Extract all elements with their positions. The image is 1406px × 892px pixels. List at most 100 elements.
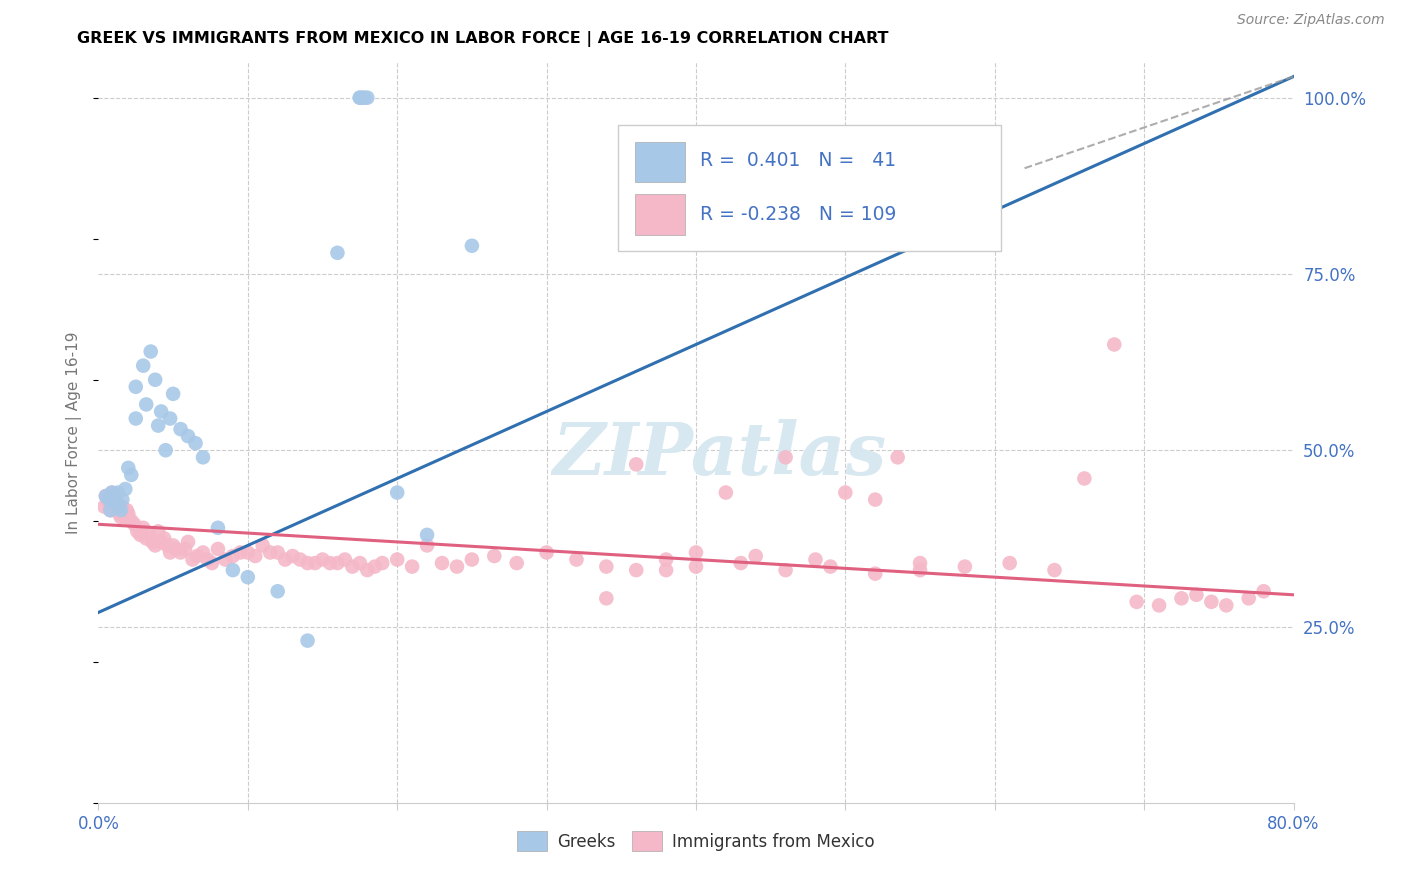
Point bbox=[364, 559, 387, 574]
Point bbox=[162, 387, 184, 401]
Point bbox=[135, 532, 157, 546]
Point bbox=[595, 559, 617, 574]
Point bbox=[626, 563, 648, 577]
FancyBboxPatch shape bbox=[619, 126, 1001, 252]
Point bbox=[267, 545, 290, 559]
Point bbox=[274, 552, 297, 566]
Point bbox=[326, 556, 349, 570]
Point bbox=[401, 559, 423, 574]
Point bbox=[141, 535, 163, 549]
Point bbox=[297, 633, 319, 648]
Point bbox=[536, 545, 558, 559]
Point bbox=[349, 91, 371, 105]
Point bbox=[104, 492, 127, 507]
Point bbox=[371, 556, 394, 570]
Point bbox=[356, 91, 378, 105]
Point bbox=[138, 528, 160, 542]
Point bbox=[104, 492, 127, 507]
Point bbox=[105, 496, 128, 510]
Point bbox=[352, 91, 374, 105]
Point bbox=[156, 538, 179, 552]
Point bbox=[288, 552, 311, 566]
Point bbox=[1147, 599, 1170, 613]
Point bbox=[820, 559, 842, 574]
Point bbox=[236, 545, 259, 559]
Point bbox=[177, 535, 200, 549]
Point bbox=[148, 524, 170, 539]
Point bbox=[177, 429, 200, 443]
Point bbox=[94, 489, 117, 503]
Point bbox=[385, 552, 409, 566]
Point bbox=[1253, 584, 1275, 599]
Point bbox=[139, 344, 162, 359]
Point bbox=[165, 541, 187, 556]
Point bbox=[108, 500, 131, 514]
Point bbox=[953, 559, 976, 574]
Point bbox=[125, 411, 148, 425]
Point bbox=[197, 552, 219, 566]
Point bbox=[94, 489, 117, 503]
Point bbox=[207, 541, 229, 556]
Point bbox=[107, 503, 129, 517]
Point bbox=[159, 545, 181, 559]
Point bbox=[446, 559, 468, 574]
Point bbox=[267, 584, 290, 599]
Point bbox=[236, 570, 259, 584]
Point bbox=[655, 552, 678, 566]
Point bbox=[745, 549, 768, 563]
Point bbox=[132, 521, 155, 535]
Point bbox=[181, 552, 204, 566]
Point bbox=[865, 492, 887, 507]
Text: R =  0.401   N =   41: R = 0.401 N = 41 bbox=[700, 152, 896, 170]
Point bbox=[107, 485, 129, 500]
Y-axis label: In Labor Force | Age 16-19: In Labor Force | Age 16-19 bbox=[66, 331, 83, 534]
Point bbox=[108, 507, 131, 521]
Point bbox=[245, 549, 267, 563]
Point bbox=[169, 545, 191, 559]
Point bbox=[103, 489, 125, 503]
Point bbox=[132, 359, 155, 373]
Point bbox=[326, 245, 349, 260]
Point bbox=[169, 422, 191, 436]
Point bbox=[150, 535, 173, 549]
Text: GREEK VS IMMIGRANTS FROM MEXICO IN LABOR FORCE | AGE 16-19 CORRELATION CHART: GREEK VS IMMIGRANTS FROM MEXICO IN LABOR… bbox=[77, 31, 889, 47]
Point bbox=[125, 380, 148, 394]
Point bbox=[127, 524, 149, 539]
Point bbox=[865, 566, 887, 581]
Point bbox=[416, 538, 439, 552]
Point bbox=[143, 373, 166, 387]
Point bbox=[304, 556, 326, 570]
Point bbox=[908, 563, 931, 577]
Point bbox=[297, 556, 319, 570]
Point bbox=[886, 450, 908, 465]
Point bbox=[150, 404, 173, 418]
Point bbox=[349, 91, 371, 105]
Point bbox=[97, 496, 120, 510]
Point bbox=[117, 461, 139, 475]
Point bbox=[385, 485, 409, 500]
Point bbox=[714, 485, 737, 500]
Point bbox=[96, 492, 118, 507]
Point bbox=[311, 552, 333, 566]
Point bbox=[484, 549, 506, 563]
Point bbox=[834, 485, 856, 500]
Text: R = -0.238   N = 109: R = -0.238 N = 109 bbox=[700, 204, 896, 224]
Point bbox=[98, 503, 122, 517]
Point bbox=[135, 397, 157, 411]
Point bbox=[143, 538, 166, 552]
Point bbox=[201, 556, 224, 570]
Point bbox=[110, 510, 132, 524]
Point bbox=[356, 563, 378, 577]
Point bbox=[416, 528, 439, 542]
Point bbox=[281, 549, 304, 563]
Point bbox=[207, 521, 229, 535]
Point bbox=[97, 492, 120, 507]
Bar bbox=[636, 194, 685, 235]
Point bbox=[120, 514, 142, 528]
Point bbox=[191, 450, 214, 465]
Point bbox=[461, 239, 484, 253]
Point bbox=[153, 532, 176, 546]
Point bbox=[148, 418, 170, 433]
Point bbox=[93, 500, 115, 514]
Point bbox=[655, 563, 678, 577]
